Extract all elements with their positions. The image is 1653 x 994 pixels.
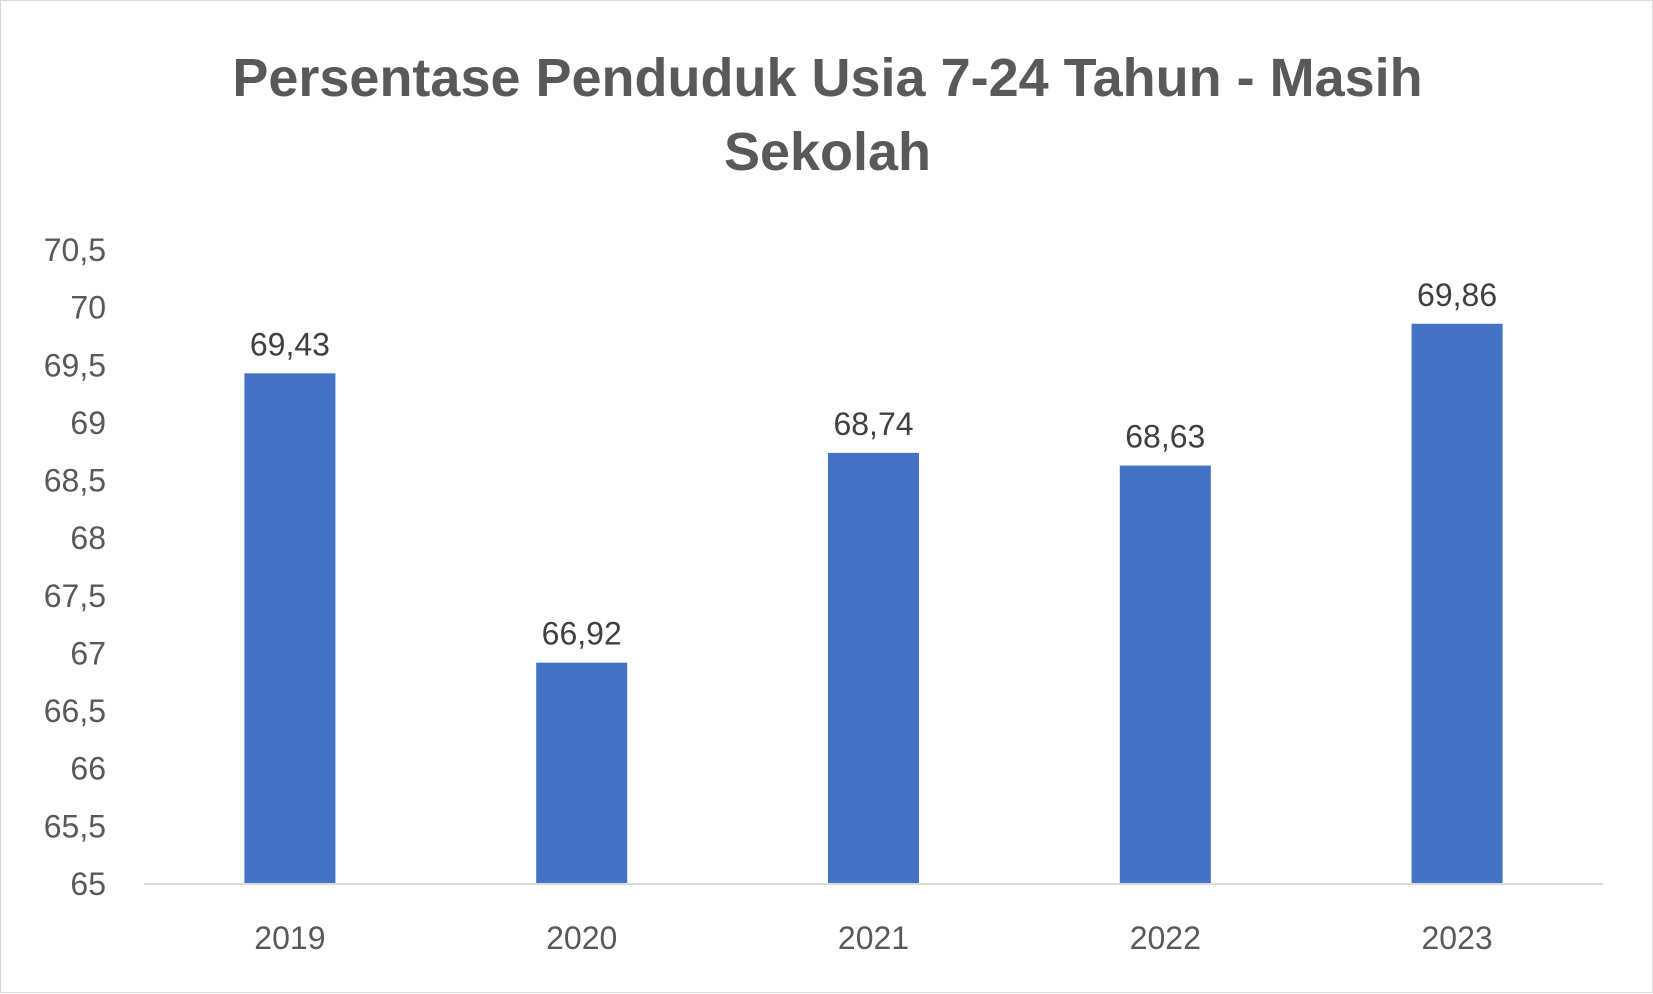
bar-2021 [828, 452, 919, 884]
data-label: 69,43 [250, 326, 330, 362]
x-tick-label: 2022 [1130, 920, 1201, 956]
y-tick-label: 68 [70, 520, 106, 556]
bar-2022 [1119, 465, 1211, 884]
y-tick-label: 67,5 [44, 578, 106, 614]
y-axis: 65 65,5 66 66,5 67 67,5 68 68,5 69 69,5 70 70,5 [44, 232, 106, 902]
x-tick-label: 2020 [546, 920, 617, 956]
x-tick-label: 2023 [1422, 920, 1493, 956]
data-label: 66,92 [542, 616, 622, 652]
y-tick-label: 67 [70, 635, 106, 671]
data-label: 68,74 [833, 406, 913, 442]
y-tick-label: 69,5 [44, 347, 106, 383]
y-tick-label: 65,5 [44, 808, 106, 844]
y-tick-label: 70,5 [44, 232, 106, 268]
bar-2019 [244, 373, 336, 884]
y-tick-label: 66 [70, 751, 106, 787]
y-tick-label: 70 [70, 290, 106, 326]
chart-title: Persentase Penduduk Usia 7-24 Tahun - Ma… [232, 48, 1423, 182]
y-tick-label: 66,5 [44, 693, 106, 729]
y-tick-label: 68,5 [44, 463, 106, 499]
x-tick-label: 2019 [254, 920, 325, 956]
data-label: 69,86 [1417, 277, 1497, 313]
bar-2023 [1411, 323, 1503, 884]
x-axis: 2019 2020 2021 2022 2023 [254, 920, 1492, 956]
bar-series [244, 323, 1503, 884]
bar-2020 [536, 662, 628, 884]
y-tick-label: 65 [70, 866, 106, 902]
y-tick-label: 69 [70, 405, 106, 441]
x-tick-label: 2021 [838, 920, 909, 956]
data-labels: 69,43 66,92 68,74 68,63 69,86 [250, 277, 1497, 652]
data-label: 68,63 [1125, 419, 1205, 455]
